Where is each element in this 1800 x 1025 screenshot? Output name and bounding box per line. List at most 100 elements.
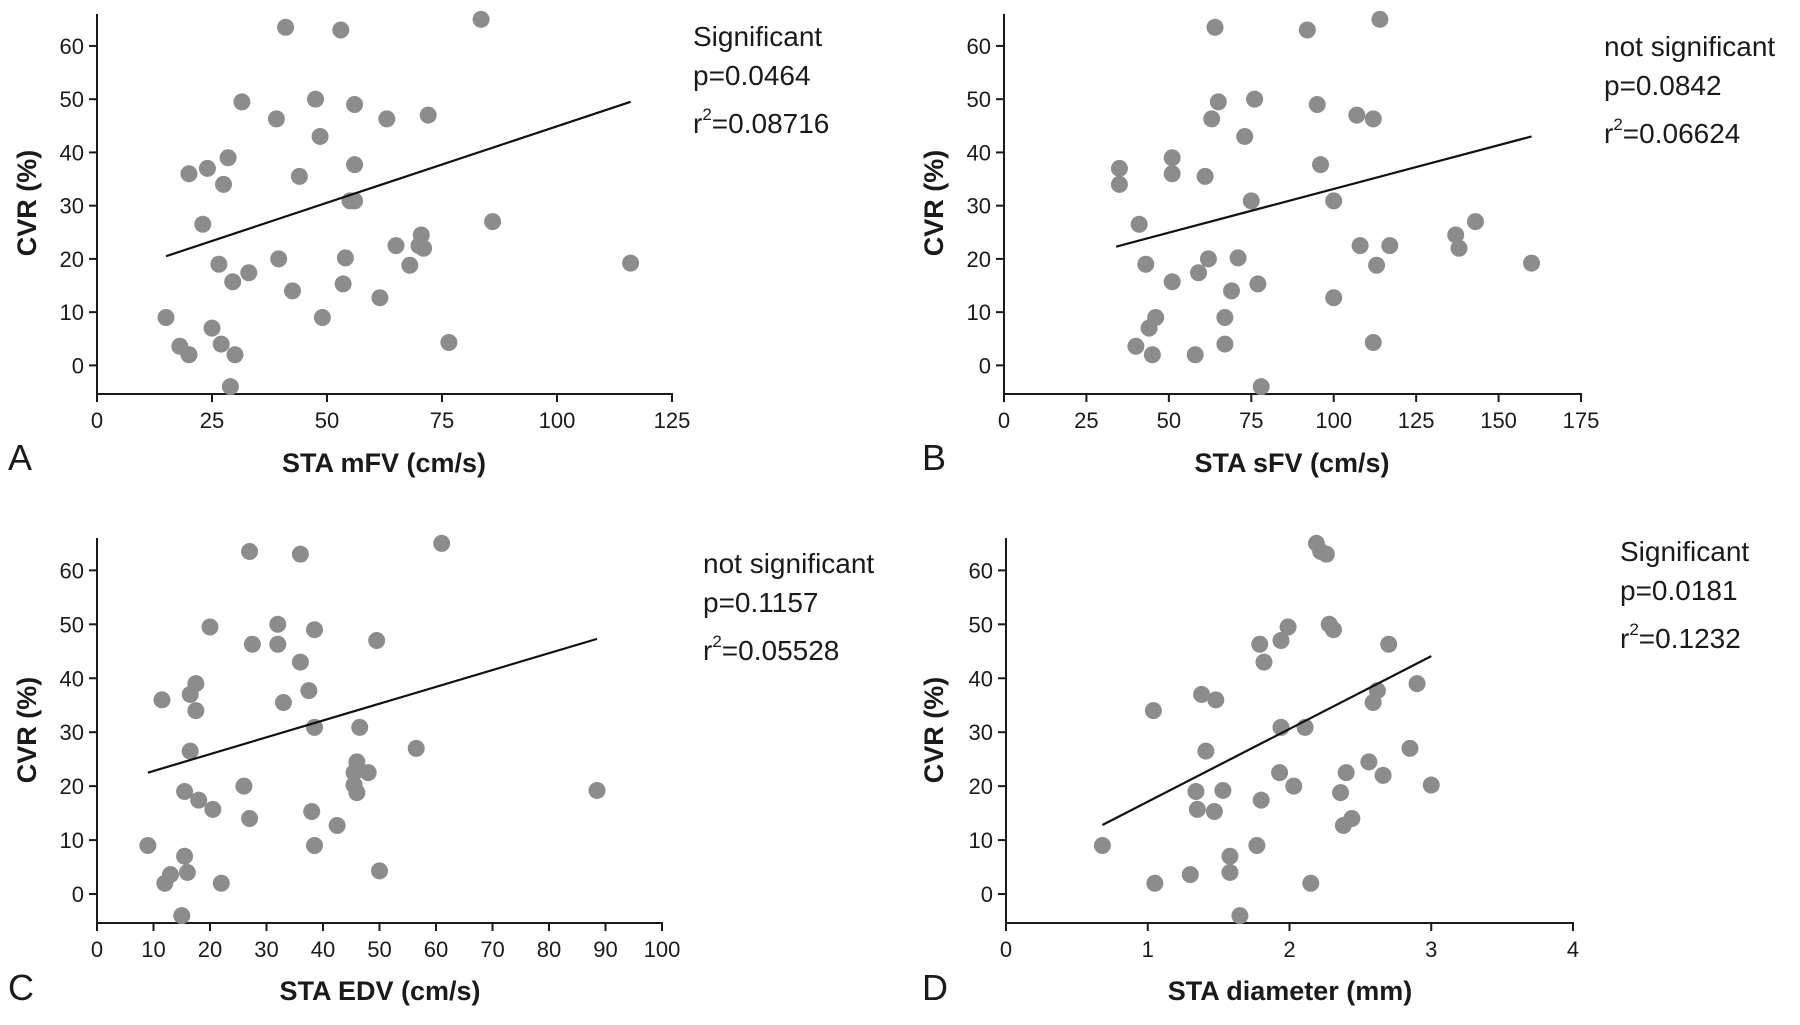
data-point [1271,764,1289,782]
x-tick-label: 125 [654,408,691,433]
data-point [311,127,329,145]
x-tick-label: 75 [1239,408,1263,433]
data-point [1221,847,1239,865]
data-point [1190,264,1208,282]
y-tick-label: 0 [72,882,84,907]
y-tick-label: 60 [969,558,993,583]
data-point [1203,110,1221,128]
x-tick-label: 3 [1425,937,1437,962]
data-point [1188,800,1206,818]
data-point [226,346,244,364]
regression-line [165,100,631,258]
y-tick-label: 50 [60,87,84,112]
data-point [346,156,364,174]
data-point [203,319,221,337]
x-tick-label: 20 [198,937,222,962]
data-point [291,545,309,563]
y-tick-label: 40 [969,666,993,691]
data-point [334,275,352,293]
data-point [332,21,350,39]
y-tick-label: 30 [60,194,84,219]
data-point [1163,273,1181,291]
x-tick-label: 1 [1142,937,1154,962]
y-axis-title: CVR (%) [919,150,949,257]
data-point [1248,836,1266,854]
data-point [1368,256,1386,274]
x-tick-label: 0 [91,408,103,433]
data-point [1381,237,1399,255]
y-tick-label: 30 [60,720,84,745]
data-point [139,836,157,854]
y-tick-label: 50 [969,612,993,637]
data-point [306,836,324,854]
x-axis-title: STA diameter (mm) [1168,976,1413,1006]
data-point [1380,635,1398,653]
data-point [300,682,318,700]
data-point [290,167,308,185]
y-axis-title: CVR (%) [12,150,42,257]
data-point [187,702,205,720]
data-point [224,273,242,291]
data-point [1325,289,1343,307]
data-point [1242,192,1260,210]
data-point [371,289,389,307]
data-point [1187,783,1205,801]
data-point [1140,319,1158,337]
data-point [1093,836,1111,854]
data-point [156,874,174,892]
y-tick-label: 30 [967,194,991,219]
data-point [1325,192,1343,210]
data-point [1255,653,1273,671]
data-point [1216,335,1234,353]
data-point [1206,18,1224,36]
data-point [1308,96,1326,114]
data-point [1221,863,1239,881]
data-point [1364,110,1382,128]
r-squared-label: r2=0.1232 [1620,620,1741,654]
data-point [1408,675,1426,693]
data-point [1236,127,1254,145]
data-point [1246,90,1264,108]
data-point [1214,781,1232,799]
x-tick-label: 70 [480,937,504,962]
r-squared-label: r2=0.06624 [1604,115,1740,149]
x-tick-label: 50 [367,937,391,962]
data-point [212,335,230,353]
data-point [1371,10,1389,28]
data-point [291,653,309,671]
data-point [157,308,175,326]
data-point [1317,545,1335,563]
scatter-panel-a: 0 10 20 30 40 50 60 0 25 50 75 100 125 STA mFV (cm/s)… [8,10,829,478]
data-point [269,615,287,633]
data-point [1360,753,1378,771]
data-point [1279,618,1297,636]
data-point [190,791,208,809]
x-tick-label: 75 [430,408,454,433]
data-point [307,90,324,108]
data-point [241,810,259,828]
data-point [1332,784,1350,802]
p-value-label: p=0.1157 [703,587,819,618]
data-point [440,333,458,351]
data-point [267,110,285,128]
x-tick-label: 0 [91,937,103,962]
data-point [194,215,212,233]
data-point [1110,175,1128,193]
data-point [153,691,171,709]
data-point [1251,635,1269,653]
x-tick-label: 175 [1563,408,1600,433]
y-tick-label: 40 [60,666,84,691]
r-squared-label: r2=0.08716 [693,105,829,139]
data-point [1450,239,1468,257]
data-point [180,346,198,364]
x-tick-label: 25 [200,408,224,433]
data-point [1137,255,1155,273]
data-point [306,718,324,736]
data-point [419,106,437,124]
x-tick-label: 30 [254,937,278,962]
data-point [284,282,301,300]
y-tick-label: 40 [60,140,84,165]
data-point [348,784,366,802]
data-point [1143,346,1161,364]
